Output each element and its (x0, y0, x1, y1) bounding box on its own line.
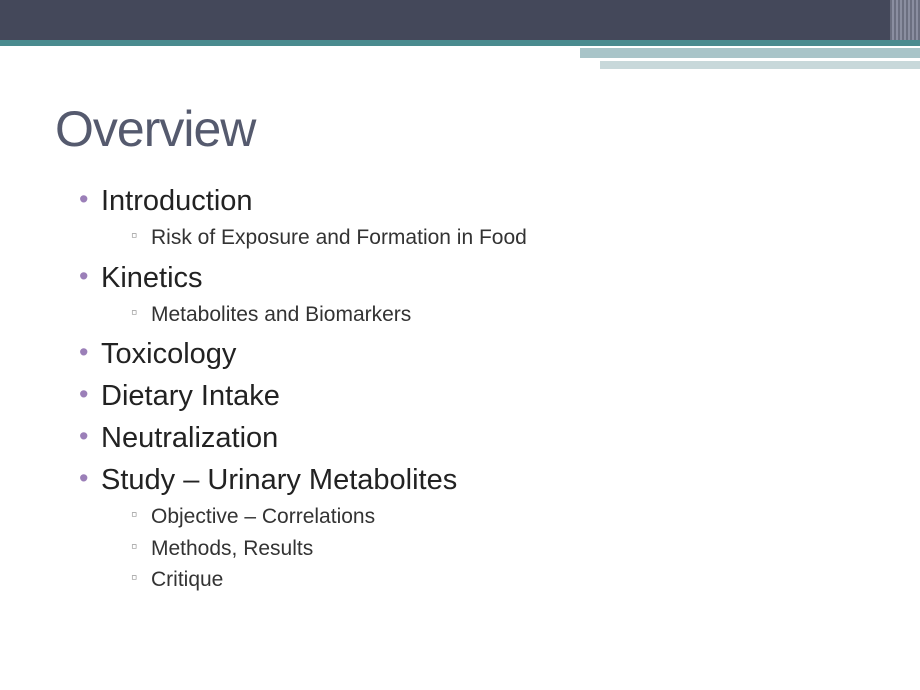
header-side-stripes (890, 0, 920, 40)
bullet-item: Toxicology (79, 333, 880, 375)
sub-bullet-item: Metabolites and Biomarkers (131, 299, 880, 331)
bullet-text: Dietary Intake (101, 380, 280, 412)
bullet-item: Study – Urinary Metabolites Objective – … (79, 459, 880, 596)
sub-bullet-item: Objective – Correlations (131, 501, 880, 533)
slide-content: Overview Introduction Risk of Exposure a… (55, 100, 880, 599)
bullet-item: Dietary Intake (79, 375, 880, 417)
sub-bullet-item: Critique (131, 564, 880, 596)
bullet-text: Introduction (101, 185, 253, 217)
sub-bullet-item: Risk of Exposure and Formation in Food (131, 222, 880, 254)
sub-bullet-list: Objective – Correlations Methods, Result… (101, 501, 880, 596)
header-bar-teal (0, 40, 920, 46)
bullet-text: Toxicology (101, 338, 236, 370)
header-accent-pale (600, 61, 920, 69)
sub-bullet-list: Metabolites and Biomarkers (101, 299, 880, 331)
sub-bullet-list: Risk of Exposure and Formation in Food (101, 222, 880, 254)
bullet-text: Kinetics (101, 262, 203, 294)
slide-title: Overview (55, 100, 880, 158)
bullet-text: Study – Urinary Metabolites (101, 464, 457, 496)
header-bar-dark (0, 0, 920, 40)
bullet-item: Introduction Risk of Exposure and Format… (79, 180, 880, 254)
bullet-item: Neutralization (79, 417, 880, 459)
sub-bullet-item: Methods, Results (131, 533, 880, 565)
header-accent-light (580, 48, 920, 58)
bullet-list: Introduction Risk of Exposure and Format… (55, 180, 880, 596)
bullet-item: Kinetics Metabolites and Biomarkers (79, 257, 880, 331)
bullet-text: Neutralization (101, 422, 278, 454)
